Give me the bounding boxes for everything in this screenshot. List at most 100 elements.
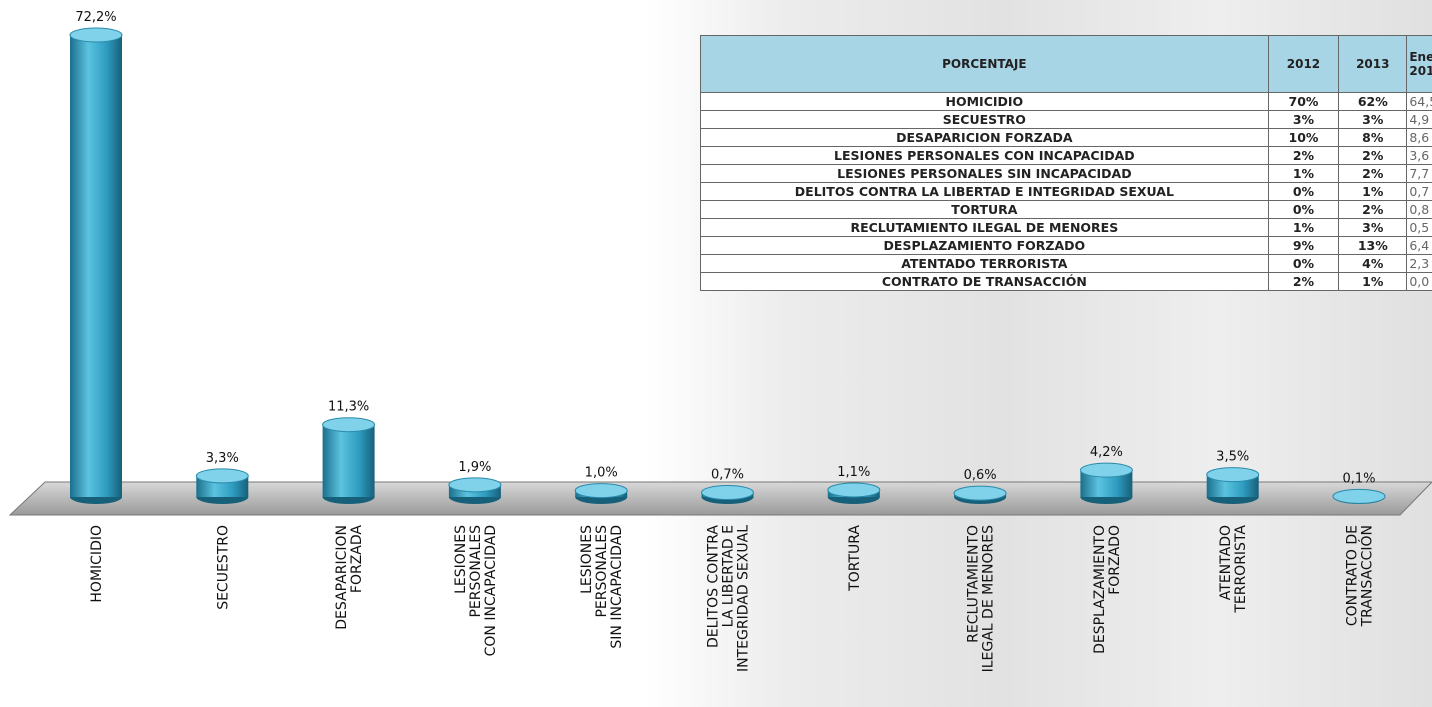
- x-tick-label: DELITOS CONTRALA LIBERTAD EINTEGRIDAD SE…: [706, 525, 752, 672]
- table-cell: 1%: [1267, 218, 1340, 237]
- table-row: SECUESTRO 3% 3% 4,9: [700, 110, 1432, 129]
- value-label: 1,9%: [458, 460, 491, 475]
- x-tick-label: DESPLAZAMIENTOFORZADO: [1092, 525, 1123, 654]
- table-cell: 3%: [1338, 218, 1408, 237]
- table-cell: 2%: [1267, 272, 1340, 291]
- table-cell: LESIONES PERSONALES CON INCAPACIDAD: [700, 146, 1269, 165]
- table-cell: 3%: [1267, 110, 1340, 129]
- header-cell: 2012: [1267, 35, 1340, 93]
- value-label: 3,5%: [1216, 450, 1249, 465]
- bar-group: [953, 485, 1007, 504]
- table-body: HOMICIDIO70%62%64,5SECUESTRO3%3%4,9DESAP…: [700, 92, 1432, 291]
- table-cell: 13%: [1338, 236, 1408, 255]
- table-cell: 8%: [1338, 128, 1408, 147]
- table-cell: 7,7: [1406, 164, 1432, 183]
- value-label: 4,2%: [1090, 445, 1123, 460]
- table-cell: SECUESTRO: [700, 110, 1269, 129]
- table-cell: TORTURA: [700, 200, 1269, 219]
- value-label: 1,1%: [837, 465, 870, 480]
- table-cell: DELITOS CONTRA LA LIBERTAD E INTEGRIDAD …: [700, 182, 1269, 201]
- table-row: LESIONES PERSONALES SIN INCAPACIDAD 1% 2% 7…: [700, 164, 1432, 183]
- bar-top: [69, 27, 123, 43]
- table-cell: 2%: [1338, 200, 1408, 219]
- table-row: DESPLAZAMIENTO FORZADO 9% 13% 6,4: [700, 236, 1432, 255]
- bar-group: [1332, 488, 1386, 504]
- x-tick-label: HOMICIDIO: [89, 525, 105, 603]
- table-cell: 8,6: [1406, 128, 1432, 147]
- bar-group: [195, 468, 249, 504]
- header-row: PORCENTAJE20122013Enero 2014: [700, 35, 1432, 93]
- bar-group: [1079, 462, 1133, 504]
- table-cell: 9%: [1267, 236, 1340, 255]
- table-cell: 4,9: [1406, 110, 1432, 129]
- bar-group: [574, 483, 628, 504]
- x-tick-label: ATENTADOTERRORISTA: [1218, 525, 1249, 614]
- table-cell: 0,8: [1406, 200, 1432, 219]
- table-cell: 2%: [1267, 146, 1340, 165]
- x-tick-label: CONTRATO DETRANSACCIÓN: [1345, 525, 1376, 627]
- bar-group: [448, 477, 502, 504]
- table-cell: DESPLAZAMIENTO FORZADO: [700, 236, 1269, 255]
- table-row: DELITOS CONTRA LA LIBERTAD E INTEGRIDAD …: [700, 182, 1432, 201]
- table-cell: 70%: [1267, 92, 1340, 111]
- value-label: 72,2%: [75, 10, 116, 25]
- bar-top: [195, 468, 249, 484]
- x-tick-label: LESIONESPERSONALESSIN INCAPACIDAD: [579, 525, 625, 649]
- bar-top: [827, 482, 881, 498]
- header-cell: PORCENTAJE: [700, 35, 1269, 93]
- x-tick-label: DESAPARICIONFORZADA: [334, 525, 365, 630]
- bar: [70, 35, 122, 497]
- table-row: DESAPARICION FORZADA 10% 8% 8,6: [700, 128, 1432, 147]
- table-cell: 2%: [1338, 146, 1408, 165]
- table-cell: DESAPARICION FORZADA: [700, 128, 1269, 147]
- bar-group: [322, 417, 376, 504]
- bar: [322, 424, 375, 497]
- bar-group: [827, 482, 881, 504]
- table-cell: 6,4: [1406, 236, 1432, 255]
- x-tick-label: SECUESTRO: [215, 525, 231, 610]
- table-cell: 3,6: [1406, 146, 1432, 165]
- table-cell: CONTRATO DE TRANSACCIÓN: [700, 272, 1269, 291]
- bar-top: [1079, 462, 1133, 478]
- table-row: ATENTADO TERRORISTA 0% 4% 2,3: [700, 254, 1432, 273]
- table-row: TORTURA 0% 2% 0,8: [700, 200, 1432, 219]
- bar-top: [953, 485, 1007, 501]
- table-cell: 0%: [1267, 182, 1340, 201]
- table-cell: HOMICIDIO: [700, 92, 1269, 111]
- bar-top: [1332, 488, 1386, 504]
- table-cell: 0,7: [1406, 182, 1432, 201]
- table-cell: RECLUTAMIENTO ILEGAL DE MENORES: [700, 218, 1269, 237]
- bar-top: [701, 485, 754, 501]
- table-cell: 10%: [1267, 128, 1340, 147]
- table-cell: 0%: [1267, 254, 1340, 273]
- value-label: 11,3%: [328, 400, 369, 415]
- x-tick-label: LESIONESPERSONALESCON INCAPACIDAD: [453, 525, 499, 656]
- table-cell: LESIONES PERSONALES SIN INCAPACIDAD: [700, 164, 1269, 183]
- table-cell: 0,5: [1406, 218, 1432, 237]
- bar-group: [69, 27, 123, 504]
- table-cell: 4%: [1338, 254, 1408, 273]
- header-cell: 2013: [1338, 35, 1408, 93]
- table-cell: 2%: [1338, 164, 1408, 183]
- value-label: 0,1%: [1342, 471, 1375, 486]
- x-tick-label: RECLUTAMIENTOILEGAL DE MENORES: [966, 525, 997, 673]
- value-label: 1,0%: [585, 466, 618, 481]
- table-cell: ATENTADO TERRORISTA: [700, 254, 1269, 273]
- header-cell: Enero 2014: [1406, 35, 1432, 93]
- table-row: CONTRATO DE TRANSACCIÓN 2% 1% 0,0: [700, 272, 1432, 291]
- table: PORCENTAJE20122013Enero 2014 HOMICIDIO70…: [700, 35, 1432, 291]
- table-cell: 64,5: [1406, 92, 1432, 111]
- bar-top: [1206, 467, 1260, 483]
- table-cell: 1%: [1338, 272, 1408, 291]
- table-cell: 3%: [1338, 110, 1408, 129]
- bar-top: [322, 417, 376, 433]
- x-tick-label: TORTURA: [847, 525, 863, 592]
- bar-group: [701, 485, 754, 504]
- bar-group: [1206, 467, 1260, 504]
- table-cell: 62%: [1338, 92, 1408, 111]
- table-cell: 2,3: [1406, 254, 1432, 273]
